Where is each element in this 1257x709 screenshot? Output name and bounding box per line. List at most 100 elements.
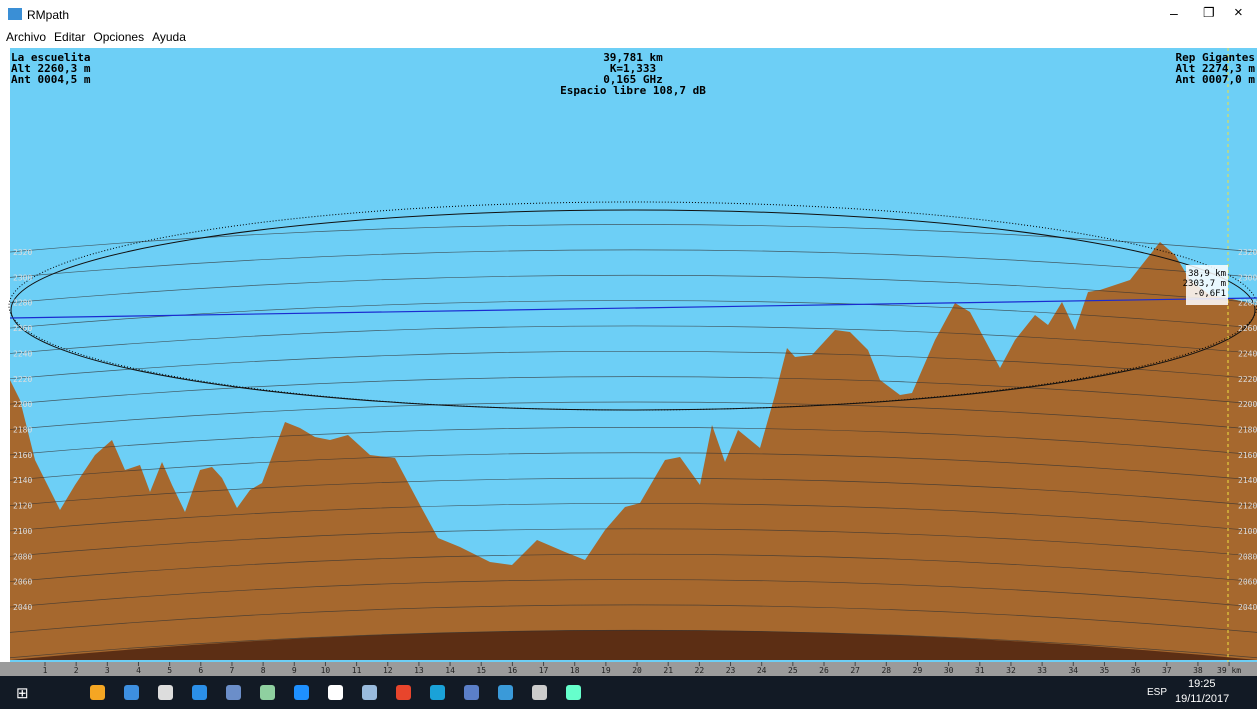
km-label: 37	[1162, 666, 1172, 675]
left-station-line: Alt 2260,3 m	[11, 62, 91, 75]
taskbar-icon[interactable]	[328, 685, 343, 700]
altitude-label-left: 2140	[13, 476, 32, 485]
altitude-label-right: 2240	[1238, 349, 1257, 358]
taskbar-icon[interactable]	[260, 685, 275, 700]
menu-item[interactable]: Archivo	[6, 30, 47, 44]
km-label: 1	[43, 666, 48, 675]
menu-item[interactable]: Opciones	[93, 30, 145, 44]
altitude-label-left: 2160	[13, 451, 32, 460]
taskbar-icon[interactable]	[192, 685, 207, 700]
cursor-tooltip-line: -0,6F1	[1193, 289, 1226, 299]
taskbar-icon[interactable]	[498, 685, 513, 700]
km-label: 26	[819, 666, 829, 675]
km-label: 11	[352, 666, 362, 675]
menu-bar: Archivo Editar Opciones Ayuda	[0, 30, 1257, 48]
altitude-line	[9, 300, 1257, 329]
km-label: 22	[695, 666, 705, 675]
center-info-line: 0,165 GHz	[603, 73, 663, 86]
km-label: 5	[167, 666, 172, 675]
km-label: 20	[632, 666, 642, 675]
altitude-label-right: 2120	[1238, 502, 1257, 511]
altitude-label-left: 2240	[13, 349, 32, 358]
altitude-label-right: 2200	[1238, 400, 1257, 409]
altitude-label-right: 2320	[1238, 248, 1257, 257]
km-label: 33	[1037, 666, 1047, 675]
left-station-line: La escuelita	[11, 51, 90, 64]
altitude-label-left: 2060	[13, 578, 32, 587]
close-button[interactable]: ×	[1234, 4, 1243, 21]
right-station-line: Alt 2274,3 m	[1176, 62, 1256, 75]
km-label: 16	[508, 666, 518, 675]
taskbar-icon[interactable]	[566, 685, 581, 700]
km-label: 2	[74, 666, 79, 675]
km-label: 19	[601, 666, 611, 675]
language[interactable]: ESP	[1147, 687, 1168, 698]
altitude-label-left: 2260	[13, 324, 32, 333]
km-label: 18	[570, 666, 580, 675]
km-label: 12	[383, 666, 393, 675]
km-label: 23	[726, 666, 736, 675]
km-label: 27	[850, 666, 860, 675]
title-bar: RMpath – ❐ ×	[0, 0, 1257, 30]
km-label: 31	[975, 666, 985, 675]
taskbar-icon[interactable]	[124, 685, 139, 700]
km-label: 28	[881, 666, 891, 675]
clock-date[interactable]: 19/11/2017	[1175, 693, 1230, 705]
minimize-button[interactable]: –	[1170, 5, 1178, 21]
altitude-label-right: 2060	[1238, 578, 1257, 587]
taskbar-icon[interactable]	[430, 685, 445, 700]
altitude-line	[9, 477, 1257, 506]
km-label: 24	[757, 666, 767, 675]
altitude-line	[9, 325, 1257, 354]
km-label: 4	[136, 666, 141, 675]
km-label: 38	[1193, 666, 1203, 675]
start-button[interactable]: ⊞	[16, 685, 29, 702]
taskbar-icon[interactable]	[294, 685, 309, 700]
taskbar-icon[interactable]	[396, 685, 411, 700]
altitude-label-left: 2200	[13, 400, 32, 409]
window-title: RMpath	[27, 8, 70, 22]
km-label: 29	[913, 666, 923, 675]
altitude-line	[9, 528, 1257, 557]
altitude-label-left: 2040	[13, 603, 32, 612]
km-label: 21	[663, 666, 673, 675]
altitude-label-right: 2080	[1238, 552, 1257, 561]
taskbar-icon[interactable]	[158, 685, 173, 700]
earth-bulge	[10, 630, 1257, 660]
cursor-tooltip-box	[1186, 265, 1228, 305]
km-axis	[0, 662, 1257, 676]
km-label: 30	[944, 666, 954, 675]
taskbar-icon[interactable]	[90, 685, 105, 700]
taskbar-icon[interactable]	[362, 685, 377, 700]
altitude-line	[9, 350, 1257, 380]
altitude-label-right: 2100	[1238, 527, 1257, 536]
taskbar-icon[interactable]	[464, 685, 479, 700]
altitude-line	[9, 452, 1257, 481]
km-label: 15	[476, 666, 486, 675]
altitude-label-left: 2120	[13, 502, 32, 511]
km-label: 10	[321, 666, 331, 675]
clock-time[interactable]: 19:25	[1188, 678, 1216, 690]
altitude-line	[9, 274, 1257, 304]
maximize-button[interactable]: ❐	[1203, 5, 1215, 20]
right-station-line: Rep Gigantes	[1176, 51, 1255, 64]
altitude-label-right: 2160	[1238, 451, 1257, 460]
altitude-line	[9, 249, 1257, 278]
altitude-line	[9, 427, 1257, 456]
terrain	[10, 242, 1257, 660]
fresnel-zone	[10, 209, 1256, 411]
center-info-line: 39,781 km	[603, 51, 663, 64]
menu-item[interactable]: Ayuda	[152, 30, 186, 44]
km-label: 6	[198, 666, 203, 675]
altitude-label-left: 2280	[13, 299, 32, 308]
km-label: 14	[445, 666, 455, 675]
left-station-line: Ant 0004,5 m	[11, 73, 91, 86]
altitude-line	[9, 401, 1257, 430]
app-icon	[8, 8, 22, 20]
menu-item[interactable]: Editar	[54, 30, 86, 44]
km-label: 8	[261, 666, 266, 675]
taskbar-icon[interactable]	[532, 685, 547, 700]
km-label: 3	[105, 666, 110, 675]
taskbar-icon[interactable]	[226, 685, 241, 700]
